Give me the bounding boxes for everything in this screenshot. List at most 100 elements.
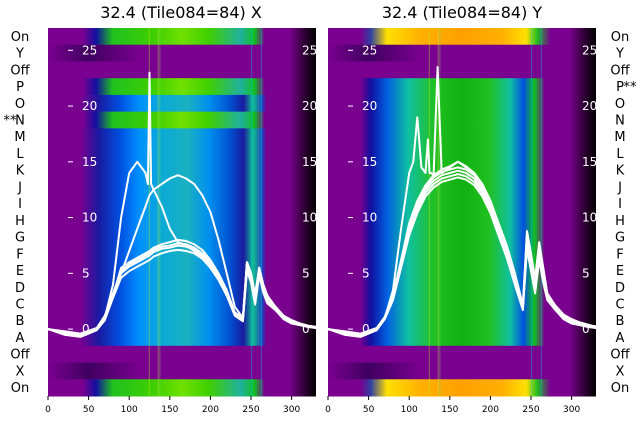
heatmap-row-1-11: [328, 212, 596, 230]
xtick-label-0-1: 50: [83, 405, 95, 415]
heatmap-row-1-17: [328, 312, 596, 330]
row-label-1-7: L: [616, 147, 624, 162]
row-label-0-11: H: [15, 214, 25, 229]
row-label-1-12: G: [615, 231, 625, 246]
heatmap-row-1-13: [328, 245, 596, 263]
heatmap-row-1-4: [328, 94, 596, 113]
xtick-label-1-4: 200: [482, 405, 499, 415]
row-label-1-16: C: [615, 298, 624, 313]
overlay-ytick-label-right-1-4: 20: [582, 99, 597, 113]
heatmap-row-0-13: [48, 245, 316, 263]
heatmap-row-0-16: [48, 295, 316, 313]
row-label-0-16: C: [15, 298, 24, 313]
overlay-ytick-label-right-0-1: 5: [302, 266, 310, 280]
row-label-1-14: E: [616, 264, 624, 279]
row-label-1-4: O: [615, 97, 625, 112]
xtick-label-0-4: 200: [202, 405, 219, 415]
heatmap-row-0-8: [48, 161, 316, 180]
xtick-label-1-6: 300: [563, 405, 580, 415]
overlay-lines-0: [48, 71, 316, 338]
row-label-1-5: N: [615, 114, 625, 129]
overlay-ytick-label-0-2: 10: [82, 211, 97, 225]
row-label-1-15: D: [615, 281, 625, 296]
row-label-1-20: X: [616, 364, 625, 379]
chart-title-0: 32.4 (Tile084=84) X: [100, 3, 262, 22]
overlay-ytick-label-right-1-2: 10: [582, 211, 597, 225]
row-label-0-14: E: [16, 264, 24, 279]
overlay-ytick-label-0-4: 20: [82, 99, 97, 113]
heatmap-row-1-0: [328, 28, 596, 46]
heatmap-row-1-6: [328, 128, 596, 146]
xtick-label-0-0: 0: [45, 405, 51, 415]
overlay-ytick-label-0-0: 0: [82, 322, 90, 336]
heatmap-row-1-18: [328, 329, 596, 347]
overlay-ytick-label-1-4: 20: [362, 99, 377, 113]
row-label-0-19: Off: [10, 348, 30, 363]
xtick-label-1-1: 50: [363, 405, 375, 415]
chart-title-1: 32.4 (Tile084=84) Y: [382, 3, 543, 22]
heatmap-row-1-9: [328, 178, 596, 196]
overlay-series-0-5: [48, 71, 316, 336]
heatmap-row-0-2: [48, 61, 316, 79]
heatmap-row-0-4: [48, 94, 316, 113]
heatmap-row-1-12: [328, 228, 596, 246]
overlay-ytick-label-right-1-5: 25: [582, 43, 597, 57]
heatmap-row-0-18: [48, 329, 316, 347]
heatmap-row-0-10: [48, 195, 316, 213]
overlay-ytick-label-right-0-3: 15: [302, 155, 317, 169]
overlay-ytick-label-right-1-0: 0: [582, 322, 590, 336]
heatmap-row-0-15: [48, 278, 316, 297]
heatmap-streak-1-2: [428, 28, 430, 396]
heatmap-row-0-11: [48, 212, 316, 230]
heatmap-row-1-19: [328, 345, 596, 364]
row-label-0-18: A: [16, 331, 25, 346]
row-label-1-21: On: [611, 381, 629, 396]
heatmap-row-0-3: [48, 78, 316, 96]
row-label-1-17: B: [616, 314, 625, 329]
overlay-ytick-label-0-1: 5: [82, 266, 90, 280]
xtick-label-0-3: 150: [161, 405, 178, 415]
row-label-1-8: K: [616, 164, 625, 179]
heatmap-streak-1-3: [531, 28, 533, 396]
row-label-0-17: B: [16, 314, 25, 329]
xtick-label-1-2: 100: [401, 405, 418, 415]
row-label-1-10: I: [618, 197, 622, 212]
row-marker-0: **: [4, 114, 18, 129]
heatmap-row-0-7: [48, 145, 316, 163]
overlay-ytick-label-right-0-4: 20: [302, 99, 317, 113]
heatmap-row-0-5: [48, 111, 316, 129]
overlay-ytick-label-1-3: 15: [362, 155, 377, 169]
heatmap-row-0-0: [48, 28, 316, 46]
heatmap-streak-1-4: [540, 28, 542, 396]
overlay-ytick-label-right-0-0: 0: [302, 322, 310, 336]
heatmap-row-0-17: [48, 312, 316, 330]
overlay-ytick-label-1-5: 25: [362, 43, 377, 57]
row-label-1-11: H: [615, 214, 625, 229]
heatmap-row-0-20: [48, 362, 316, 380]
heatmap-row-1-1: [328, 44, 596, 62]
heatmap-row-1-3: [328, 78, 596, 96]
overlay-ytick-label-1-0: 0: [362, 322, 370, 336]
heatmap-streak-0-3: [251, 28, 253, 396]
row-label-1-1: Y: [615, 47, 624, 62]
row-label-0-4: O: [15, 97, 25, 112]
row-label-0-1: Y: [15, 47, 24, 62]
overlay-ytick-label-0-3: 15: [82, 155, 97, 169]
row-label-0-13: F: [16, 247, 23, 262]
heatmap-streak-0-2: [148, 28, 150, 396]
overlay-series-1-5: [328, 160, 596, 336]
heatmap-row-0-19: [48, 345, 316, 364]
overlay-ytick-label-right-0-5: 25: [302, 43, 317, 57]
xtick-label-0-6: 300: [283, 405, 300, 415]
overlay-ytick-label-1-1: 5: [362, 266, 370, 280]
heatmap-row-1-2: [328, 61, 596, 79]
heatmap-streak-0-0: [157, 28, 159, 396]
overlay-ytick-label-1-2: 10: [362, 211, 377, 225]
row-label-1-13: F: [616, 247, 623, 262]
heatmap-row-1-8: [328, 161, 596, 180]
xtick-label-0-5: 250: [242, 405, 259, 415]
xtick-label-1-5: 250: [522, 405, 539, 415]
heatmap-streak-0-4: [260, 28, 262, 396]
heatmap-row-1-20: [328, 362, 596, 380]
overlay-ytick-label-right-1-3: 15: [582, 155, 597, 169]
